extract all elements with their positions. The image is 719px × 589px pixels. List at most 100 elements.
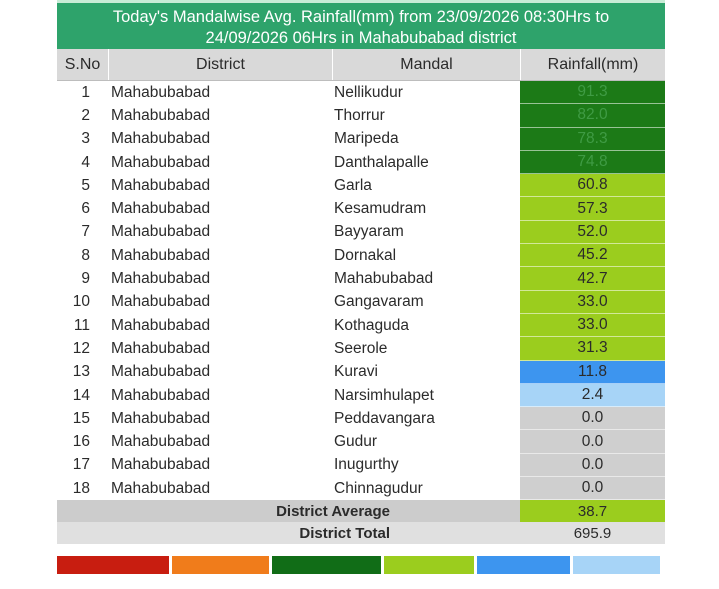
legend-swatch xyxy=(572,556,660,574)
row-mandal: Kuravi xyxy=(334,363,378,381)
row-sno: 18 xyxy=(72,479,90,497)
row-district: Mahabubabad xyxy=(111,106,211,124)
table-row: 13 Mahabubabad Kuravi 11.8 xyxy=(57,360,665,384)
row-mandal: Danthalapalle xyxy=(334,153,429,171)
table-row: 7 Mahabubabad Bayyaram 52.0 xyxy=(57,220,665,245)
row-sno: 10 xyxy=(72,293,90,311)
row-mandal: Thorrur xyxy=(334,106,385,124)
row-rainfall: 0.0 xyxy=(520,453,665,478)
row-sno: 8 xyxy=(81,246,90,264)
rainfall-legend xyxy=(57,556,663,574)
table-row: 8 Mahabubabad Dornakal 45.2 xyxy=(57,244,665,268)
row-district: Mahabubabad xyxy=(111,409,211,427)
row-rainfall: 78.3 xyxy=(520,127,665,151)
table-row: 15 Mahabubabad Peddavangara 0.0 xyxy=(57,407,665,431)
district-average-value: 38.7 xyxy=(520,500,665,523)
row-mandal: Kesamudram xyxy=(334,200,427,218)
row-sno: 17 xyxy=(72,456,90,474)
row-sno: 5 xyxy=(81,176,90,194)
row-sno: 15 xyxy=(72,409,90,427)
row-mandal: Garla xyxy=(334,176,372,194)
district-total-value: 695.9 xyxy=(573,524,612,542)
row-mandal: Seerole xyxy=(334,339,388,357)
table-row: 5 Mahabubabad Garla 60.8 xyxy=(57,174,665,198)
row-district: Mahabubabad xyxy=(111,339,211,357)
legend-swatch xyxy=(383,556,475,574)
row-district: Mahabubabad xyxy=(111,433,211,451)
legend-swatch xyxy=(172,556,269,574)
row-district: Mahabubabad xyxy=(111,153,211,171)
legend-labels-cropped xyxy=(57,580,663,589)
table-row: 9 Mahabubabad Mahabubabad 42.7 xyxy=(57,267,665,291)
header-rainfall: Rainfall(mm) xyxy=(520,49,665,80)
row-mandal: Gangavaram xyxy=(334,293,424,311)
row-mandal: Peddavangara xyxy=(334,409,435,427)
report-title-line1: Today's Mandalwise Avg. Rainfall(mm) fro… xyxy=(112,8,610,26)
row-sno: 4 xyxy=(81,153,90,171)
row-district: Mahabubabad xyxy=(111,83,211,101)
table-row: 10 Mahabubabad Gangavaram 33.0 xyxy=(57,290,665,314)
row-district: Mahabubabad xyxy=(111,293,211,311)
row-mandal: Mahabubabad xyxy=(334,270,434,288)
row-sno: 14 xyxy=(72,386,90,404)
table-row: 16 Mahabubabad Gudur 0.0 xyxy=(57,430,665,454)
row-mandal: Gudur xyxy=(334,433,378,451)
table-row: 2 Mahabubabad Thorrur 82.0 xyxy=(57,104,665,128)
district-total-label: District Total xyxy=(299,524,390,542)
legend-swatch xyxy=(271,556,381,574)
row-sno: 7 xyxy=(81,223,90,241)
legend-swatch xyxy=(57,556,170,574)
row-sno: 11 xyxy=(73,316,90,334)
row-district: Mahabubabad xyxy=(111,479,211,497)
row-rainfall: 31.3 xyxy=(520,337,665,361)
row-district: Mahabubabad xyxy=(111,130,211,148)
row-sno: 16 xyxy=(72,433,90,451)
table-row: 1 Mahabubabad Nellikudur 91.3 xyxy=(57,81,665,105)
report-title: Today's Mandalwise Avg. Rainfall(mm) fro… xyxy=(57,0,665,49)
table-row: 17 Mahabubabad Inugurthy 0.0 xyxy=(57,453,665,478)
row-rainfall: 11.8 xyxy=(520,360,665,384)
row-mandal: Nellikudur xyxy=(334,83,403,101)
row-rainfall: 0.0 xyxy=(520,477,665,501)
row-district: Mahabubabad xyxy=(111,176,211,194)
row-rainfall: 42.7 xyxy=(520,267,665,291)
row-sno: 2 xyxy=(81,106,90,124)
row-rainfall: 91.3 xyxy=(520,81,665,105)
table-row: 12 Mahabubabad Seerole 31.3 xyxy=(57,337,665,361)
row-district: Mahabubabad xyxy=(111,456,211,474)
table-row: 4 Mahabubabad Danthalapalle 74.8 xyxy=(57,150,665,175)
district-average-label: District Average xyxy=(276,502,390,520)
district-total-row: District Total 695.9 xyxy=(57,522,665,545)
row-sno: 1 xyxy=(81,83,90,101)
row-sno: 13 xyxy=(72,363,90,381)
row-district: Mahabubabad xyxy=(111,270,211,288)
legend-swatch xyxy=(477,556,570,574)
report-title-line2: 24/09/2026 06Hrs in Mahabubabad district xyxy=(205,29,517,47)
row-mandal: Inugurthy xyxy=(334,456,399,474)
table-row: 6 Mahabubabad Kesamudram 57.3 xyxy=(57,197,665,221)
row-rainfall: 57.3 xyxy=(520,197,665,221)
district-average-row: District Average 38.7 xyxy=(57,500,665,523)
rainfall-report: Today's Mandalwise Avg. Rainfall(mm) fro… xyxy=(57,0,665,545)
row-mandal: Kothaguda xyxy=(334,316,409,334)
table-row: 11 Mahabubabad Kothaguda 33.0 xyxy=(57,313,665,338)
row-district: Mahabubabad xyxy=(111,363,211,381)
row-rainfall: 82.0 xyxy=(520,104,665,128)
row-rainfall: 2.4 xyxy=(520,383,665,408)
table-row: 18 Mahabubabad Chinnagudur 0.0 xyxy=(57,477,665,501)
row-rainfall: 45.2 xyxy=(520,244,665,268)
row-mandal: Chinnagudur xyxy=(334,479,423,497)
row-rainfall: 52.0 xyxy=(520,220,665,245)
header-district: District xyxy=(108,49,332,80)
row-rainfall: 60.8 xyxy=(520,174,665,198)
row-district: Mahabubabad xyxy=(111,246,211,264)
row-rainfall: 0.0 xyxy=(520,407,665,431)
header-sno: S.No xyxy=(64,55,101,73)
row-district: Mahabubabad xyxy=(111,316,211,334)
row-sno: 3 xyxy=(81,130,90,148)
row-rainfall: 33.0 xyxy=(520,290,665,314)
table-header: S.No District Mandal Rainfall(mm) xyxy=(57,49,665,81)
row-sno: 12 xyxy=(72,339,90,357)
row-rainfall: 0.0 xyxy=(520,430,665,454)
row-rainfall: 33.0 xyxy=(520,313,665,338)
